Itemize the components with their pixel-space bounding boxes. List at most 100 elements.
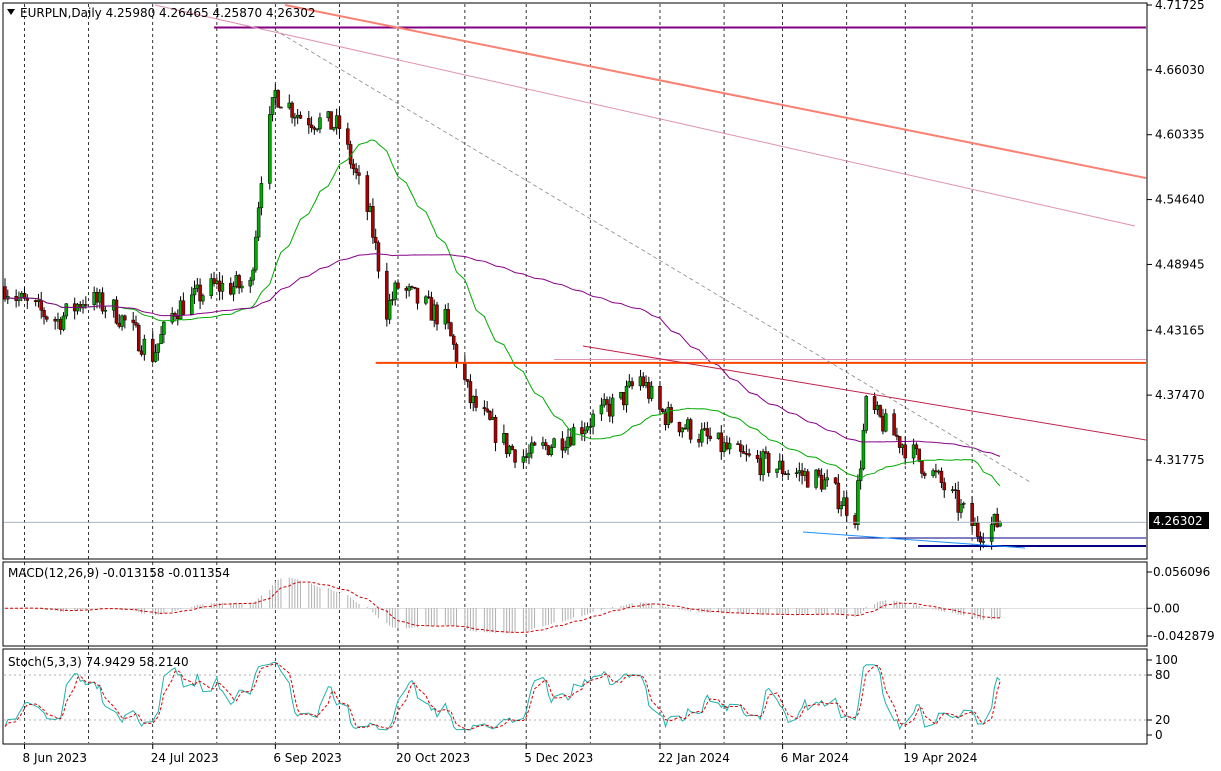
candle-bull: [563, 447, 567, 451]
candle-bull: [864, 396, 868, 431]
candle-bull: [998, 522, 1002, 527]
candle-bear: [817, 469, 821, 476]
candle-bear: [181, 300, 186, 315]
candle-bear: [543, 442, 548, 446]
candle-bear: [755, 454, 760, 459]
candle-bear: [237, 275, 241, 289]
candle-bear: [895, 434, 899, 437]
stoch-tick-label: 100: [1155, 653, 1178, 667]
candle-bear: [504, 433, 509, 454]
candle-bull: [231, 286, 236, 295]
candle-bull: [17, 297, 21, 301]
candle-bear: [892, 413, 896, 436]
price-tick-label: 4.66030: [1155, 63, 1205, 77]
moving-average-fast: [4, 139, 1001, 487]
candle-bear: [482, 407, 487, 410]
time-axis-label: 5 Dec 2023: [524, 751, 593, 765]
candle-bear: [510, 445, 515, 451]
candle-bull: [649, 386, 654, 399]
candle-bear: [688, 419, 693, 440]
price-tick-label: 4.31775: [1155, 453, 1205, 467]
time-axis-label: 22 Jan 2024: [658, 751, 730, 765]
candle-bull: [153, 352, 158, 362]
candle-bull: [989, 524, 994, 542]
candle-bull: [530, 442, 534, 454]
macd-histogram: [7, 577, 1001, 634]
time-axis-label: 6 Sep 2023: [273, 751, 341, 765]
candle-bear: [970, 503, 974, 526]
candle-bear: [736, 443, 740, 445]
candle-bear: [365, 175, 370, 212]
moving-average-slow: [4, 253, 1001, 457]
candle-bear: [493, 417, 498, 443]
stoch-tick-label: 20: [1155, 713, 1170, 727]
candle-bear: [630, 381, 634, 387]
candle-bear: [739, 444, 743, 452]
candle-bear: [385, 270, 389, 320]
candle-bull: [585, 426, 590, 431]
candle-bull: [591, 413, 595, 427]
candle-bear: [766, 453, 771, 473]
candle-bear: [351, 163, 356, 169]
dropdown-triangle-icon[interactable]: [7, 9, 15, 15]
candle-bear: [329, 111, 333, 130]
candle-bear: [373, 237, 378, 243]
trendline-salmon: [284, 4, 1147, 179]
candle-bull: [911, 444, 916, 459]
candle-bear: [641, 376, 645, 386]
candle-bull: [775, 468, 779, 473]
candle-bear: [22, 293, 27, 299]
candle-bull: [318, 117, 322, 130]
candle-bull: [332, 127, 336, 130]
candle-bear: [3, 286, 7, 300]
main-pane-frame: [2, 2, 1148, 560]
candle-bear: [134, 322, 138, 326]
candle-bull: [270, 97, 275, 115]
candle-bull: [156, 343, 161, 353]
stoch-tick-label: 80: [1155, 668, 1170, 682]
candle-bear: [415, 287, 420, 304]
candle-bear: [903, 444, 907, 459]
candle-bear: [833, 477, 838, 484]
candle-bull: [201, 295, 205, 302]
candle-bull: [268, 114, 272, 184]
candle-bear: [975, 522, 980, 537]
candle-bull: [103, 309, 108, 312]
candle-bear: [298, 114, 303, 119]
price-tick-label: 4.54640: [1155, 193, 1205, 207]
candle-bull: [393, 282, 397, 300]
candle-bear: [513, 449, 517, 463]
candle-bear: [836, 482, 841, 510]
candle-bear: [123, 315, 127, 321]
candle-bear: [376, 242, 381, 272]
price-tick-label: 4.37470: [1155, 388, 1205, 402]
price-tick-label: 4.43165: [1155, 323, 1205, 337]
candle-bear: [279, 106, 283, 109]
candle-bear: [488, 411, 492, 420]
candle-bull: [527, 452, 531, 458]
candles: [3, 83, 1002, 551]
candle-bull: [256, 207, 261, 238]
stoch-signal-line: [4, 662, 1001, 731]
candle-bear: [878, 405, 882, 417]
candle-bull: [931, 470, 935, 476]
candle-bull: [582, 429, 587, 435]
candle-bull: [387, 300, 392, 320]
candle-bear: [468, 381, 473, 404]
candle-bear: [920, 460, 924, 474]
candle-bull: [209, 278, 213, 296]
macd-label: MACD(12,26,9) -0.013158 -0.011354: [8, 566, 230, 580]
candle-bear: [45, 316, 49, 320]
candle-bull: [162, 321, 166, 335]
candle-bear: [844, 497, 849, 516]
price-pane: [3, 4, 1147, 551]
candle-bear: [661, 409, 665, 412]
candle-bull: [251, 269, 255, 281]
candle-bear: [150, 338, 155, 362]
candle-bear: [708, 435, 712, 439]
candle-bull: [189, 294, 194, 315]
candle-bear: [463, 362, 467, 380]
candle-bull: [552, 438, 556, 448]
current-price-label: 4.26302: [1153, 514, 1203, 528]
